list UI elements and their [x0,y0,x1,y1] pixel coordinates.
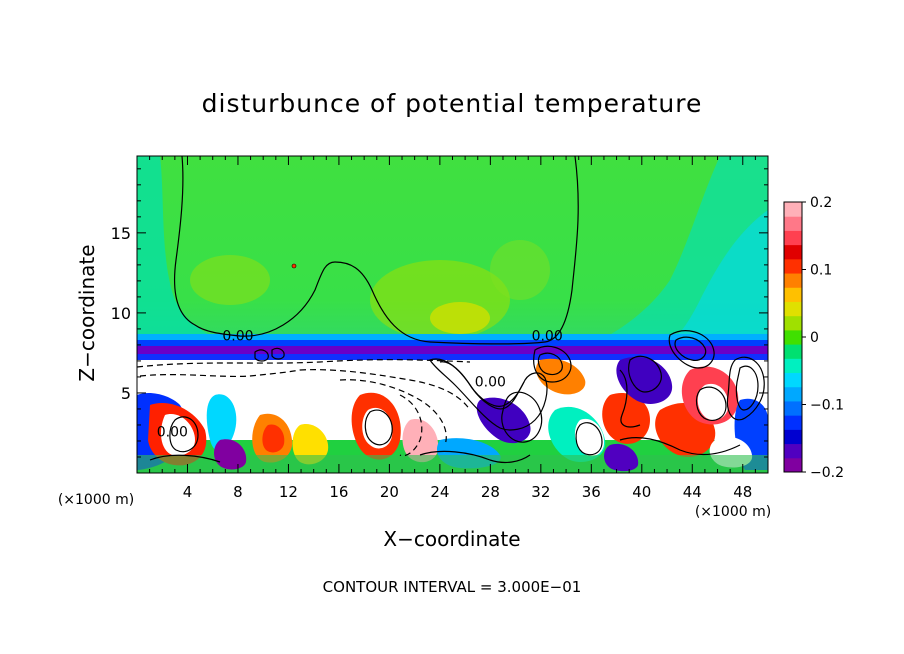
x-tick-label: 8 [233,483,243,501]
chart-title: disturbunce of potential temperature [202,89,703,118]
anomaly-dot [291,263,297,269]
colorbar-swatch [784,429,802,445]
x-axis-ticks: 4 8 12 16 20 24 28 32 36 40 44 48 [149,156,756,501]
x-tick-label: 44 [683,483,702,501]
x-tick-label: 36 [582,483,601,501]
colorbar-swatch [784,202,802,217]
plot-area: 0.00 0.00 0.00 0.00 [137,156,768,473]
colorbar-swatch [784,301,802,317]
colorbar-swatch [784,415,802,430]
colorbar-swatch [784,344,802,359]
colorbar-swatch [784,386,802,402]
colorbar-swatch [784,372,802,388]
colorbar-tick-label: −0.1 [810,398,844,414]
colorbar: 0.2 0.1 0 −0.1 −0.2 [783,195,844,481]
x-tick-label: 4 [183,483,193,501]
purple-band [137,346,768,354]
y-tick-label: 15 [111,224,131,243]
x-unit-left: (×1000 m) [58,492,134,508]
x-tick-label: 28 [481,483,500,501]
x-axis-label: X−coordinate [383,527,520,551]
colorbar-swatch [784,244,802,260]
colorbar-swatch [784,443,802,459]
blue-band-lower [137,354,768,360]
x-tick-label: 48 [733,483,752,501]
colorbar-swatch [784,230,802,246]
colorbar-swatch [784,315,802,331]
colorbar-tick-label: 0 [810,330,819,346]
warm-patch-left [190,255,270,305]
contour-label: 0.00 [532,328,563,344]
y-axis-ticks: 5 10 15 [111,168,768,458]
colorbar-swatch [784,329,802,345]
contour-lines [137,156,765,464]
x-unit-right: (×1000 m) [695,504,771,520]
cyan-region-left [137,156,215,345]
x-tick-label: 16 [329,483,348,501]
y-axis-label: Z−coordinate [75,244,99,381]
x-tick-label: 20 [380,483,399,501]
warm-patch-right [490,240,550,300]
x-tick-label: 24 [430,483,449,501]
warm-patch-core [430,302,490,334]
colorbar-swatch [784,287,802,302]
lower-layer-blobs [137,356,768,473]
blue-band [137,340,768,348]
contour-label: 0.00 [222,328,253,344]
x-tick-label: 40 [632,483,651,501]
colorbar-swatch [784,400,802,416]
colorbar-swatch [784,457,802,473]
contour-label: 0.00 [475,375,506,391]
x-tick-label: 12 [279,483,298,501]
y-tick-label: 5 [121,384,131,403]
cyan-region-right-inner [670,210,768,342]
colorbar-swatch [784,216,802,231]
contour-label: 0.00 [157,424,188,440]
colorbar-tick-label: 0.2 [810,195,832,211]
colorbar-tick-label: 0.1 [810,263,832,279]
contour-labels: 0.00 0.00 0.00 0.00 [157,328,563,440]
colorbar-swatch [784,358,802,374]
colorbar-swatch [784,258,802,274]
y-tick-label: 10 [111,304,131,323]
x-tick-label: 32 [531,483,550,501]
colorbar-swatch [784,273,802,288]
contour-interval-note: CONTOUR INTERVAL = 3.000E−01 [323,578,582,596]
colorbar-tick-label: −0.2 [810,465,844,481]
